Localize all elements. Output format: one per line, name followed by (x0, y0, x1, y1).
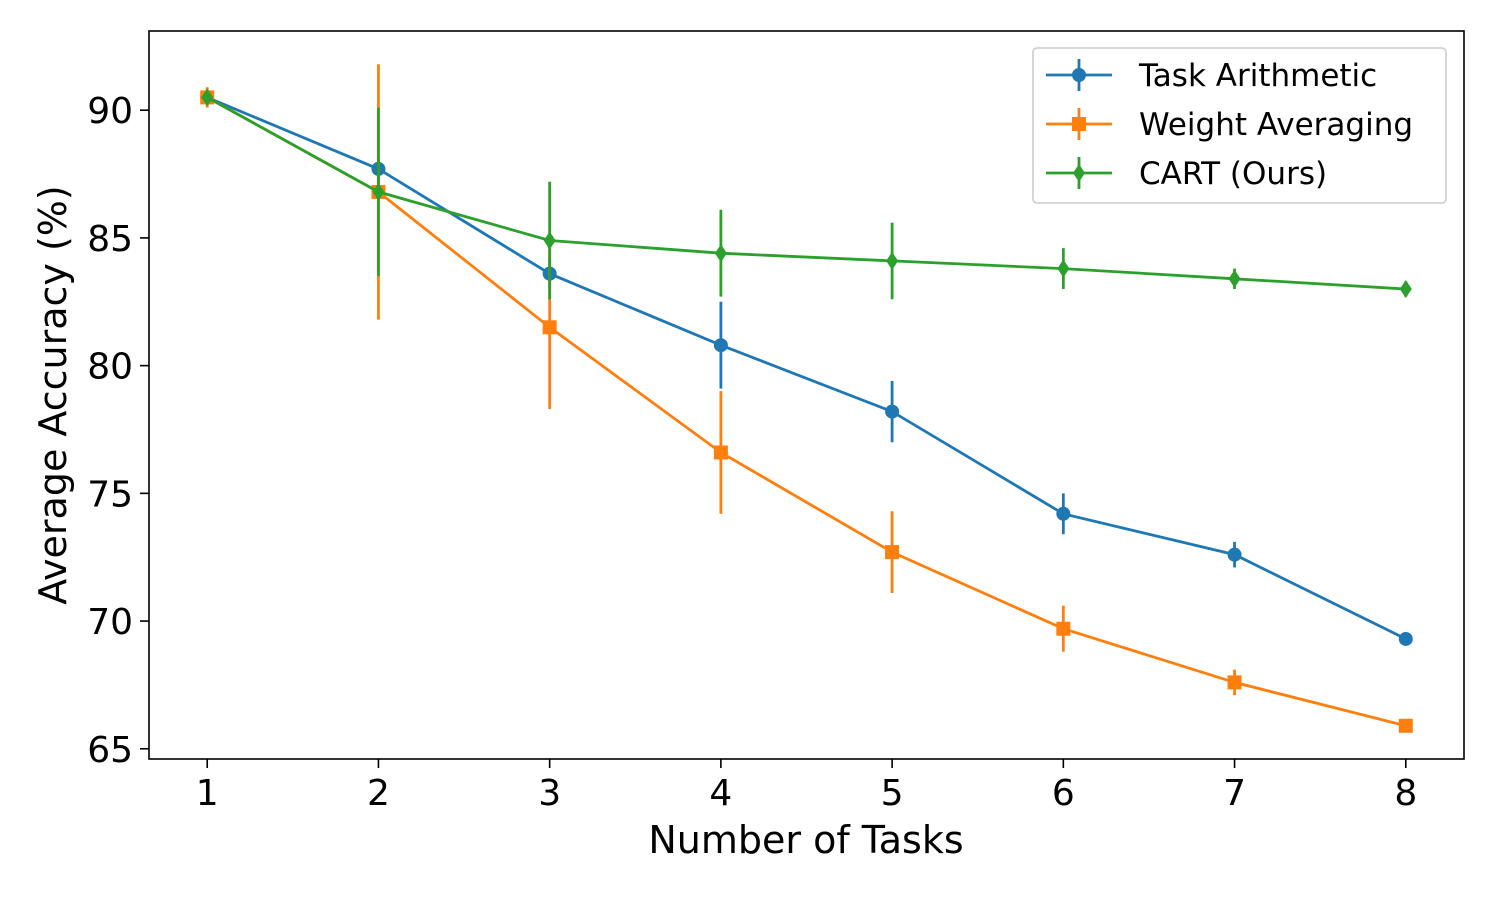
legend-marker (1072, 117, 1086, 131)
data-point (372, 182, 385, 201)
data-point (542, 320, 557, 335)
data-point (1228, 269, 1241, 288)
y-tick-label: 80 (87, 347, 133, 388)
x-tick-label: 8 (1394, 773, 1417, 814)
x-tick-label: 7 (1223, 773, 1246, 814)
x-axis-label: Number of Tasks (648, 818, 963, 862)
x-tick-label: 4 (709, 773, 732, 814)
legend-label: CART (Ours) (1139, 156, 1327, 192)
plot-frame (148, 30, 1465, 760)
data-point (714, 244, 727, 263)
y-axis-label: Average Accuracy (%) (31, 185, 75, 604)
legend: Task Arithmetic Weight Averaging CART (Our… (1032, 47, 1447, 204)
data-point (1057, 259, 1070, 278)
series-line (206, 96, 1407, 641)
data-point (1056, 506, 1071, 521)
legend-entry: CART (Ours) (1046, 156, 1327, 192)
y-tick-label: 70 (87, 602, 133, 643)
data-point (201, 88, 214, 107)
data-point (713, 445, 728, 460)
data-point (1398, 631, 1413, 646)
y-tick-label: 90 (87, 91, 133, 132)
legend-box (1032, 47, 1447, 204)
data-point (1398, 718, 1413, 733)
legend-label: Weight Averaging (1139, 107, 1413, 143)
series-line (206, 96, 1407, 728)
legend-label: Task Arithmetic (1138, 58, 1377, 94)
legend-marker (1072, 68, 1086, 82)
data-point (543, 231, 556, 250)
legend-entry: Weight Averaging (1046, 107, 1413, 143)
y-tick-label: 75 (87, 474, 133, 515)
legend-entry: Task Arithmetic (1046, 58, 1377, 94)
data-point (886, 251, 899, 270)
x-tick-label: 5 (881, 773, 904, 814)
x-tick-label: 3 (538, 773, 561, 814)
data-point (885, 404, 900, 419)
data-point (1227, 547, 1242, 562)
series-line (206, 96, 1406, 291)
axes-layer: 1 2 3 4 5 6 7 8 65 70 75 80 85 90 (87, 91, 1417, 814)
data-point (885, 545, 900, 560)
x-tick-label: 1 (196, 773, 219, 814)
x-tick-label: 2 (367, 773, 390, 814)
data-point (1399, 279, 1412, 298)
y-tick-label: 65 (87, 730, 133, 771)
series-2 (201, 88, 1412, 300)
data-point (1227, 675, 1242, 690)
data-point (1056, 621, 1071, 636)
series-layer (200, 64, 1413, 733)
y-tick-label: 85 (87, 219, 133, 260)
data-point (713, 338, 728, 353)
legend-marker (1073, 164, 1085, 182)
x-tick-label: 6 (1052, 773, 1075, 814)
